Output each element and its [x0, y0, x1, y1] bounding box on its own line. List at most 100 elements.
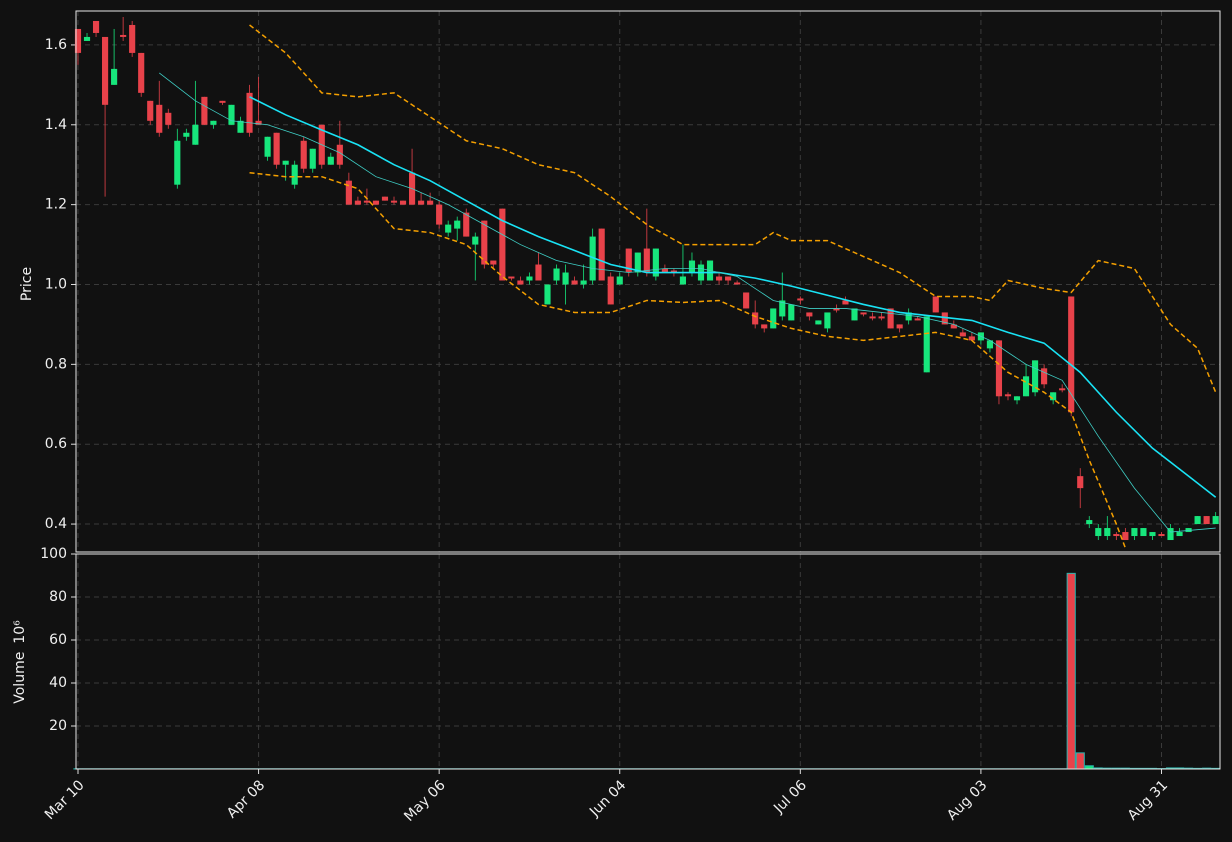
candle-body [806, 312, 813, 317]
candle-body [688, 260, 696, 273]
candle-body [1113, 534, 1120, 537]
volume-bar [1066, 572, 1076, 770]
candle-body [869, 316, 876, 319]
candle-body [761, 324, 768, 329]
volume-scale: 10⁶ [12, 620, 28, 644]
candle-body [309, 148, 316, 169]
candle-body [1059, 388, 1066, 391]
candle-body [1149, 532, 1156, 537]
candle-body [264, 136, 271, 157]
candle-body [725, 276, 732, 281]
candle-body [824, 312, 831, 329]
candle-body [1086, 520, 1093, 525]
candle-body [941, 312, 948, 325]
candle-body [165, 112, 172, 125]
candle-body [490, 260, 497, 265]
candle-body [914, 318, 921, 321]
x-tick-label: Apr 08 [224, 777, 268, 821]
x-tick-label: Jun 04 [586, 777, 629, 820]
candle-body [282, 160, 289, 165]
candle-body [120, 34, 127, 37]
overlays [159, 24, 1217, 549]
y-tick-label: 0.8 [45, 356, 67, 372]
candle-body [860, 312, 867, 315]
candle-body [111, 68, 118, 85]
candle-body [995, 340, 1003, 397]
volume-axis-label: Volume 10⁶ [12, 620, 28, 704]
candle-body [1140, 528, 1147, 537]
volume-tick-label: 100 [40, 546, 67, 562]
candle-body [634, 252, 641, 273]
overlay-line [249, 96, 1217, 498]
y-tick-label: 1.6 [45, 37, 67, 53]
candle-body [472, 236, 479, 245]
x-tick-label: May 06 [401, 777, 449, 825]
candle-body [74, 28, 82, 53]
candle-body [1050, 392, 1057, 401]
candle-body [1095, 528, 1102, 537]
candle-body [932, 296, 939, 313]
candle-body [715, 276, 723, 281]
candle-body [147, 100, 154, 121]
candle-body [580, 280, 587, 285]
candle-body [1068, 296, 1075, 413]
volume-bar [1075, 752, 1085, 770]
candle-body [83, 36, 91, 41]
candle-body [986, 340, 994, 349]
candle-body [607, 276, 614, 305]
candle-body [1077, 476, 1084, 489]
candle-body [183, 132, 190, 137]
candle-body [526, 276, 533, 281]
x-tick-label: Mar 10 [42, 777, 88, 823]
candle-body [815, 320, 822, 325]
candle-body [327, 156, 334, 165]
candle-body [210, 120, 217, 125]
candle-body [201, 96, 208, 125]
candle-body [743, 292, 750, 309]
candle-body [1194, 516, 1201, 525]
candle-body [661, 268, 668, 273]
candle-body [950, 324, 957, 329]
candle-body [291, 164, 298, 185]
candle-body [445, 224, 452, 233]
candle-body [390, 200, 398, 203]
candle-body [625, 248, 632, 273]
candle-body [1041, 368, 1048, 385]
candle-body [399, 200, 407, 205]
candle-body [1032, 360, 1039, 393]
candle-body [752, 312, 759, 325]
overlay-line [249, 24, 1217, 393]
candle-body [968, 336, 975, 341]
candle-body [219, 100, 226, 103]
x-tick-label: Jul 06 [770, 777, 810, 817]
price-frame [75, 10, 1221, 553]
candle-body [427, 200, 434, 205]
candle-body [1013, 396, 1021, 401]
candle-body [156, 104, 163, 133]
volume-label: Volume [12, 652, 28, 704]
candle-body [652, 248, 659, 277]
candle-body [372, 200, 380, 205]
candle-body [381, 196, 389, 201]
candle-body [92, 20, 100, 33]
y-tick-label: 1.4 [45, 117, 67, 133]
candle-body [1158, 534, 1165, 537]
candle-body [192, 124, 199, 145]
candle-body [535, 264, 542, 281]
candle-body [246, 92, 253, 133]
candle-body [255, 120, 262, 125]
candle-body [508, 276, 515, 279]
candle-body [300, 140, 307, 169]
candle-body [589, 236, 596, 281]
candle-body [273, 132, 280, 165]
y-axis-label: Price [19, 267, 35, 301]
candle-body [1022, 376, 1030, 397]
y-tick-label: 0.6 [45, 436, 67, 452]
candle-body [354, 200, 361, 205]
y-tick-label: 1.2 [45, 197, 67, 213]
candle-body [770, 308, 777, 329]
candle-body [544, 284, 551, 305]
candle-body [878, 316, 885, 319]
candle-body [1122, 532, 1129, 541]
candle-body [174, 140, 181, 185]
